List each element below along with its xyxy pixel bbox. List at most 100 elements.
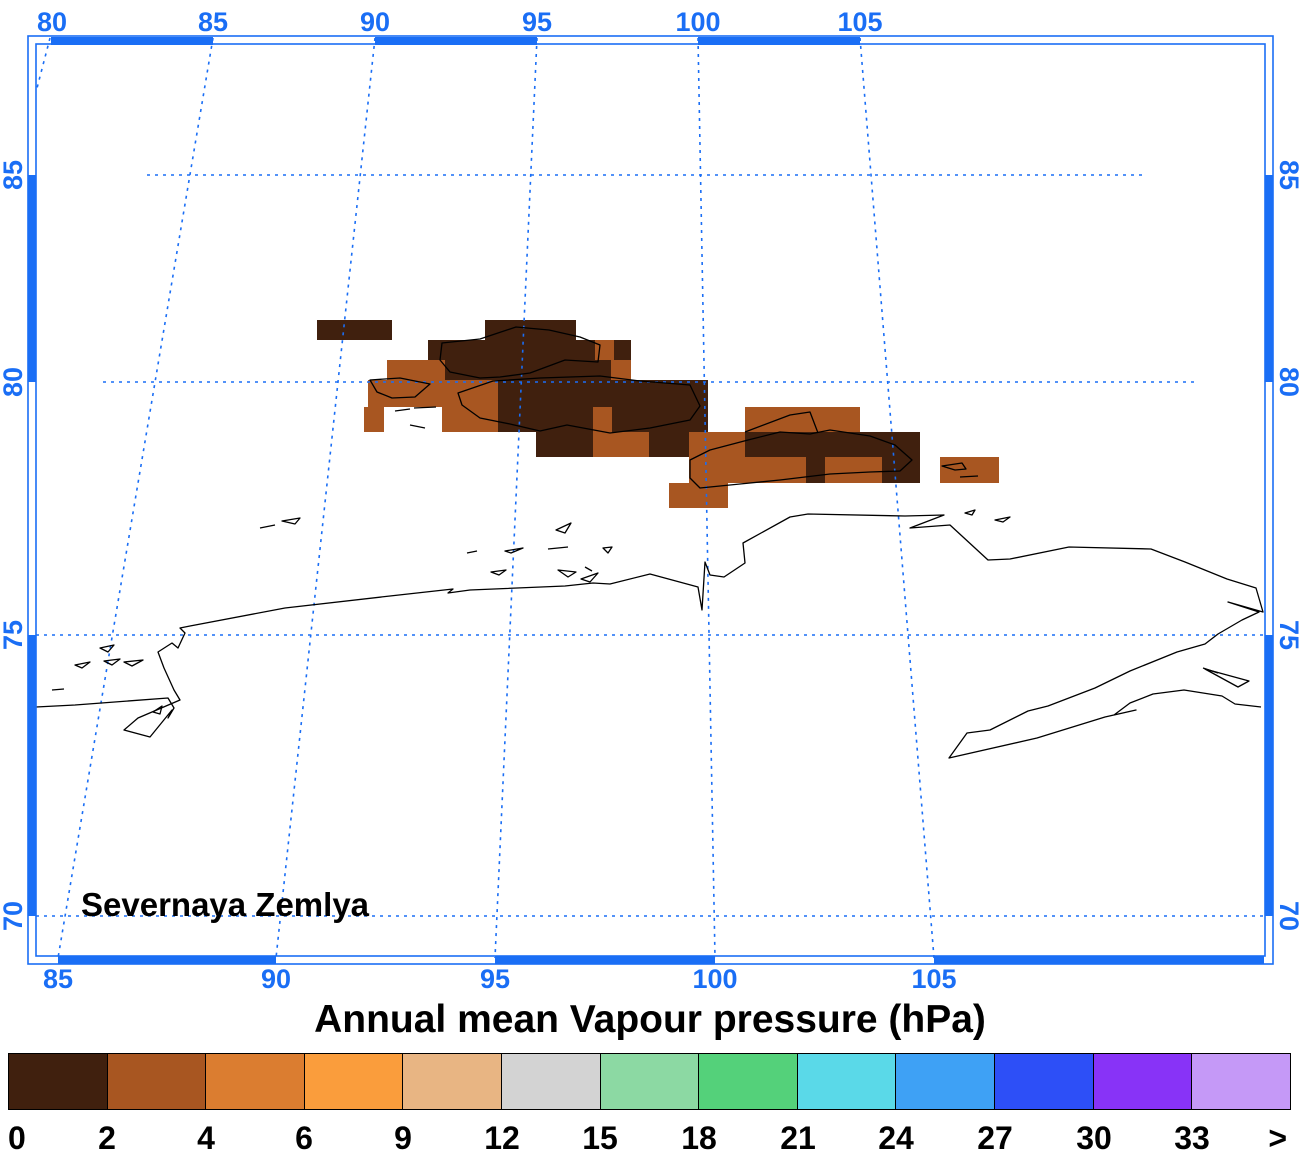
coast-islet-1 bbox=[394, 408, 411, 412]
top-lon-label: 100 bbox=[675, 7, 720, 37]
left-bar-85-80 bbox=[28, 175, 36, 382]
colorbar-swatch bbox=[896, 1054, 996, 1109]
left-lat-label: 70 bbox=[0, 901, 28, 931]
coast-islet-22 bbox=[152, 705, 163, 715]
coast-severnaya-4 bbox=[744, 411, 819, 434]
coast-islet-14 bbox=[584, 566, 593, 572]
coast-islet-7 bbox=[504, 547, 524, 554]
colorbar-label: 0 bbox=[8, 1120, 26, 1156]
coast-islet-21 bbox=[51, 688, 65, 691]
colorbar-swatch bbox=[995, 1054, 1094, 1109]
top-lon-label: 85 bbox=[198, 7, 228, 37]
top-lon-label: 80 bbox=[37, 7, 67, 37]
right-latitude-labels: 85 80 75 70 bbox=[1274, 160, 1300, 931]
colorbar-swatch bbox=[502, 1054, 601, 1109]
map-frame bbox=[27, 35, 1274, 965]
colorbar-labels: 0 2 4 6 9 12 15 18 21 24 27 30 33 > bbox=[0, 1120, 1300, 1160]
coast-islet-13 bbox=[580, 572, 599, 583]
colorbar-swatch bbox=[1192, 1054, 1290, 1109]
colorbar-label: 12 bbox=[484, 1120, 520, 1156]
meridian-105 bbox=[859, 37, 935, 959]
top-longitude-labels: 80 85 90 95 100 105 bbox=[37, 7, 883, 37]
place-label: Severnaya Zemlya bbox=[81, 886, 370, 923]
meridian-95 bbox=[494, 37, 538, 959]
meridian-100 bbox=[697, 37, 716, 959]
top-bar-100-105 bbox=[698, 37, 860, 45]
coast-islet-12 bbox=[557, 569, 577, 578]
coast-islet-15 bbox=[964, 509, 976, 516]
shading-class-2-4 bbox=[364, 340, 999, 508]
right-lat-label: 80 bbox=[1274, 367, 1300, 397]
coast-severnaya-6 bbox=[959, 475, 979, 478]
bottom-lon-label: 95 bbox=[480, 964, 510, 990]
colorbar-label: 15 bbox=[582, 1120, 618, 1156]
colorbar-label: 9 bbox=[394, 1120, 412, 1156]
left-bar-75-70 bbox=[28, 635, 36, 916]
coast-islet-9 bbox=[602, 546, 613, 554]
top-lon-label: 105 bbox=[837, 7, 882, 37]
colorbar-label: 4 bbox=[197, 1120, 215, 1156]
bottom-bar-105-end bbox=[934, 956, 1264, 964]
graticule bbox=[35, 37, 1263, 959]
bottom-lon-label: 100 bbox=[692, 964, 737, 990]
colorbar-swatch bbox=[9, 1054, 108, 1109]
coast-islet-3 bbox=[409, 424, 426, 429]
coast-islet-8 bbox=[547, 546, 569, 550]
bottom-bar-85-90 bbox=[58, 956, 276, 964]
bottom-lon-label: 105 bbox=[911, 964, 956, 990]
coast-islet-11 bbox=[490, 569, 507, 576]
colorbar-label: 24 bbox=[878, 1120, 914, 1156]
coast-severnaya-1 bbox=[439, 326, 601, 379]
bottom-bar-95-100 bbox=[495, 956, 715, 964]
colorbar-label: 2 bbox=[98, 1120, 116, 1156]
colorbar-label: > bbox=[1268, 1120, 1287, 1156]
top-bar-90-95 bbox=[375, 37, 537, 45]
colorbar-swatch bbox=[1093, 1054, 1193, 1109]
right-lat-label: 85 bbox=[1274, 160, 1300, 190]
colorbar-label: 18 bbox=[681, 1120, 717, 1156]
left-latitude-labels: 85 80 75 70 bbox=[0, 160, 28, 931]
inner-frame bbox=[35, 43, 1266, 957]
legend-title: Annual mean Vapour pressure (hPa) bbox=[314, 998, 986, 1041]
bottom-lon-label: 90 bbox=[261, 964, 291, 990]
coastlines bbox=[35, 326, 1264, 759]
coast-islet-6 bbox=[555, 522, 572, 534]
colorbar-swatch bbox=[797, 1054, 897, 1109]
right-bar-75-70 bbox=[1265, 635, 1273, 916]
left-lat-label: 80 bbox=[0, 367, 28, 397]
colorbar-swatch bbox=[206, 1054, 305, 1109]
colorbar-swatch bbox=[600, 1054, 700, 1109]
data-shading bbox=[317, 320, 999, 508]
meridian-90 bbox=[275, 37, 376, 959]
colorbar-label: 30 bbox=[1076, 1120, 1112, 1156]
coast-islet-18 bbox=[74, 661, 91, 669]
colorbar-label: 33 bbox=[1174, 1120, 1210, 1156]
left-lat-label: 85 bbox=[0, 160, 28, 190]
left-lat-label: 75 bbox=[0, 620, 28, 650]
coast-island-b bbox=[1202, 667, 1219, 674]
coast-severnaya-5 bbox=[941, 462, 967, 471]
colorbar-swatch bbox=[107, 1054, 207, 1109]
coast-islet-20 bbox=[123, 659, 144, 667]
bottom-longitude-labels: 85 90 95 100 105 bbox=[43, 964, 957, 990]
meridian-85 bbox=[57, 37, 214, 959]
top-lon-label: 90 bbox=[360, 7, 390, 37]
coast-island-a bbox=[1204, 668, 1250, 688]
frame-tick-bars bbox=[28, 37, 1273, 964]
coast-severnaya-7 bbox=[369, 377, 431, 399]
bottom-lon-label: 85 bbox=[43, 964, 73, 990]
colorbar-label: 27 bbox=[977, 1120, 1013, 1156]
right-bar-85-80 bbox=[1265, 175, 1273, 382]
coast-islet-17 bbox=[99, 644, 115, 653]
right-lat-label: 75 bbox=[1274, 620, 1300, 650]
colorbar bbox=[8, 1053, 1291, 1110]
colorbar-label: 6 bbox=[295, 1120, 313, 1156]
coast-severnaya-3 bbox=[689, 429, 913, 489]
coast-severnaya-2 bbox=[457, 375, 701, 434]
coast-islet-16 bbox=[994, 516, 1011, 523]
right-lat-label: 70 bbox=[1274, 901, 1300, 931]
map-panel: 80 85 90 95 100 105 85 90 95 100 105 85 … bbox=[0, 7, 1300, 990]
colorbar-swatch bbox=[403, 1054, 503, 1109]
coast-islet-2 bbox=[413, 406, 437, 409]
coast-islet-4 bbox=[281, 517, 301, 525]
